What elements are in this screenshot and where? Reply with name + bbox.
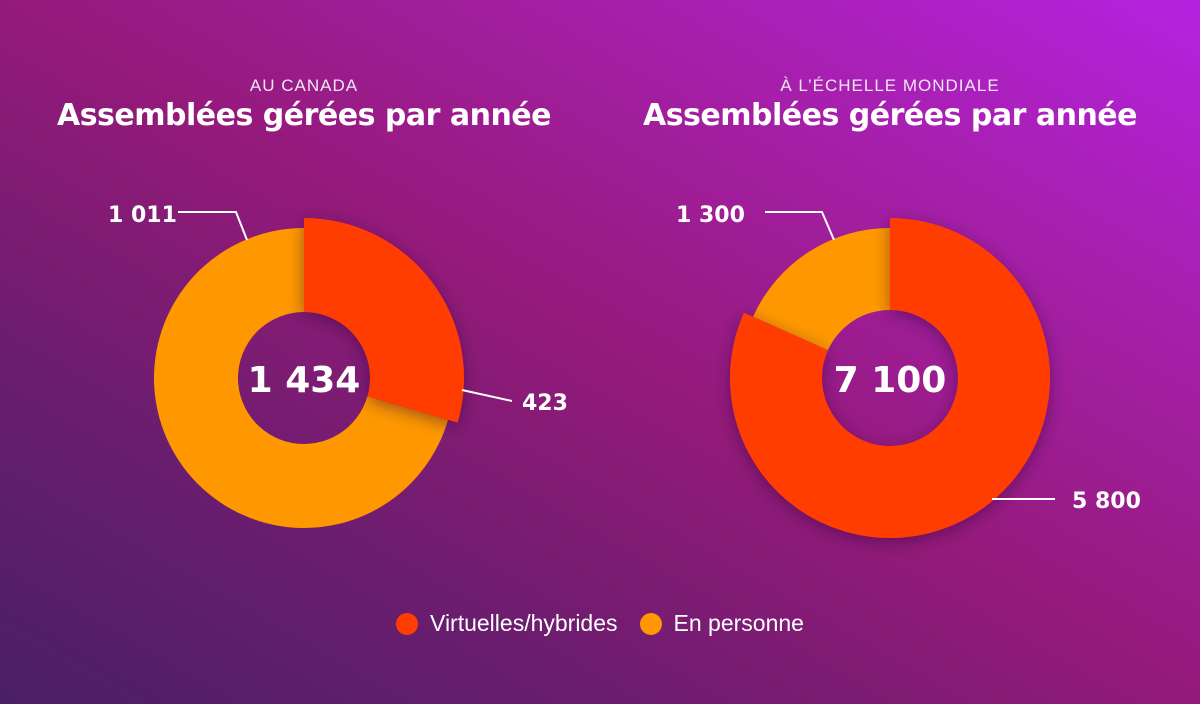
legend: Virtuelles/hybrides En personne [0,610,1200,637]
total-label: 1 434 [248,360,361,401]
legend-label: En personne [673,610,804,636]
total-label: 7 100 [834,360,947,401]
world-header: À L’ÉCHELLE MONDIALE Assemblées gérées p… [610,76,1170,133]
canada-title: Assemblées gérées par année [56,98,552,133]
slice-in-person [753,228,890,351]
legend-item-in-person: En personne [639,610,804,637]
canada-subtitle: AU CANADA [249,76,359,95]
slice-virtual [730,218,1050,538]
slice-in-person [154,228,449,528]
leader-line [461,389,513,402]
legend-item-virtual: Virtuelles/hybrides [396,610,618,637]
legend-swatch [639,612,662,635]
world-title: Assemblées gérées par année [642,98,1138,133]
slice-virtual [304,218,464,423]
leader-line [765,211,835,241]
data-label: 5 800 [1072,489,1141,514]
data-label: 423 [522,391,568,416]
world-subtitle: À L’ÉCHELLE MONDIALE [780,76,1000,95]
leader-lines [178,211,1055,500]
canada-header: AU CANADA Assemblées gérées par année [24,76,584,133]
data-label: 1 011 [108,203,177,228]
legend-swatch [396,612,419,635]
data-label: 1 300 [676,203,745,228]
leader-line [178,211,248,241]
legend-label: Virtuelles/hybrides [430,610,618,636]
